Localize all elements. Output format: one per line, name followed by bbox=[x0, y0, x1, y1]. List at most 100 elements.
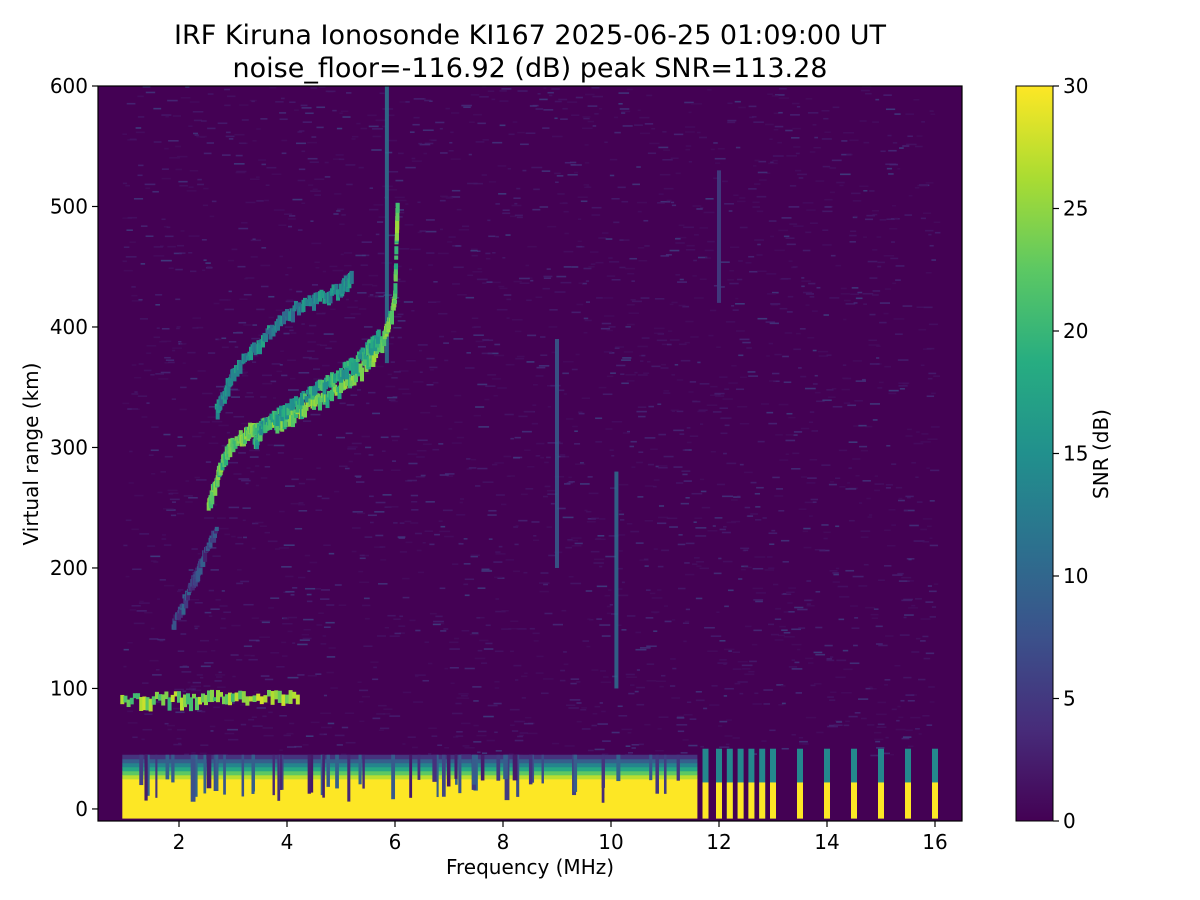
noise-cell bbox=[129, 609, 137, 611]
noise-cell bbox=[128, 482, 134, 484]
noise-cell bbox=[619, 239, 630, 241]
noise-cell bbox=[574, 443, 581, 445]
trace-cell-F-o bbox=[294, 412, 298, 419]
trace-cell-E bbox=[161, 694, 166, 706]
noise-cell bbox=[197, 183, 204, 186]
band-gap-cell bbox=[241, 754, 245, 797]
noise-cell bbox=[164, 722, 169, 725]
noise-cell bbox=[225, 135, 235, 138]
noise-cell bbox=[463, 106, 471, 109]
noise-cell bbox=[796, 332, 801, 335]
noise-cell bbox=[379, 546, 386, 548]
noise-cell bbox=[931, 606, 937, 608]
noise-cell bbox=[692, 400, 701, 403]
noise-cell bbox=[122, 260, 127, 263]
noise-cell bbox=[724, 605, 729, 608]
noise-cell bbox=[418, 571, 425, 574]
noise-cell bbox=[603, 297, 614, 299]
noise-cell bbox=[724, 388, 730, 390]
noise-cell bbox=[748, 375, 759, 377]
noise-cell bbox=[197, 370, 206, 372]
noise-cell bbox=[738, 578, 743, 580]
noise-cell bbox=[134, 391, 138, 393]
noise-cell bbox=[554, 100, 562, 103]
noise-cell bbox=[398, 625, 406, 627]
noise-cell bbox=[760, 403, 770, 405]
noise-cell bbox=[727, 121, 736, 124]
noise-cell bbox=[318, 733, 324, 736]
noise-cell bbox=[549, 309, 558, 311]
noise-cell bbox=[588, 266, 595, 268]
trace-cell-F-x bbox=[258, 432, 263, 442]
noise-cell bbox=[643, 219, 649, 222]
noise-cell bbox=[895, 279, 901, 281]
noise-cell bbox=[511, 204, 522, 207]
noise-cell bbox=[398, 209, 404, 211]
noise-cell bbox=[638, 743, 644, 746]
noise-cell bbox=[192, 688, 196, 691]
noise-cell bbox=[885, 736, 889, 739]
noise-cell bbox=[657, 516, 669, 519]
noise-cell bbox=[448, 428, 453, 430]
noise-cell bbox=[707, 529, 718, 532]
noise-cell bbox=[699, 478, 705, 481]
noise-cell bbox=[798, 367, 802, 369]
noise-cell bbox=[865, 687, 874, 690]
noise-cell bbox=[237, 265, 246, 268]
noise-cell bbox=[543, 277, 551, 280]
noise-cell bbox=[466, 468, 472, 470]
noise-cell bbox=[849, 234, 857, 237]
noise-cell bbox=[137, 95, 144, 98]
noise-cell bbox=[224, 104, 231, 107]
noise-cell bbox=[927, 438, 938, 441]
band-gap-cell bbox=[171, 754, 175, 783]
noise-cell bbox=[122, 133, 128, 136]
noise-cell bbox=[440, 630, 447, 632]
noise-cell bbox=[757, 270, 767, 273]
noise-cell bbox=[298, 503, 306, 506]
noise-cell bbox=[768, 422, 778, 425]
noise-cell bbox=[465, 296, 475, 299]
noise-cell bbox=[249, 449, 260, 452]
noise-cell bbox=[663, 455, 674, 458]
noise-cell bbox=[583, 117, 590, 120]
noise-cell bbox=[723, 663, 727, 666]
noise-cell bbox=[637, 374, 648, 376]
noise-cell bbox=[658, 466, 668, 469]
noise-cell bbox=[754, 492, 761, 495]
trace-cell-F-multi bbox=[282, 311, 286, 325]
noise-cell bbox=[884, 679, 891, 681]
noise-cell bbox=[525, 716, 532, 719]
chart-title-line-1: IRF Kiruna Ionosonde KI167 2025-06-25 01… bbox=[174, 20, 887, 51]
noise-cell bbox=[916, 135, 923, 137]
noise-cell bbox=[802, 291, 813, 294]
noise-cell bbox=[361, 554, 370, 557]
noise-cell bbox=[180, 230, 185, 232]
band-gap-cell bbox=[531, 754, 535, 783]
echo-traces bbox=[120, 202, 400, 712]
noise-cell bbox=[743, 549, 749, 552]
noise-cell bbox=[903, 676, 912, 679]
noise-cell bbox=[660, 367, 669, 369]
noise-cell bbox=[542, 127, 550, 129]
band-gap-cell bbox=[649, 754, 653, 781]
noise-cell bbox=[807, 112, 819, 114]
noise-cell bbox=[241, 119, 249, 121]
noise-cell bbox=[228, 340, 237, 343]
noise-cell bbox=[863, 563, 869, 566]
noise-cell bbox=[639, 559, 649, 561]
noise-cell bbox=[148, 454, 154, 457]
y-tick-label: 100 bbox=[50, 676, 88, 700]
noise-cell bbox=[746, 347, 752, 349]
noise-cell bbox=[460, 498, 465, 500]
noise-cell bbox=[422, 541, 426, 544]
noise-cell bbox=[638, 415, 646, 418]
noise-cell bbox=[451, 442, 462, 444]
noise-cell bbox=[167, 489, 178, 492]
noise-cell bbox=[397, 336, 402, 339]
noise-cell bbox=[332, 109, 337, 112]
noise-cell bbox=[865, 606, 875, 609]
noise-cell bbox=[129, 241, 136, 243]
noise-cell bbox=[842, 649, 849, 652]
trace-cell-F-multi bbox=[238, 360, 243, 374]
